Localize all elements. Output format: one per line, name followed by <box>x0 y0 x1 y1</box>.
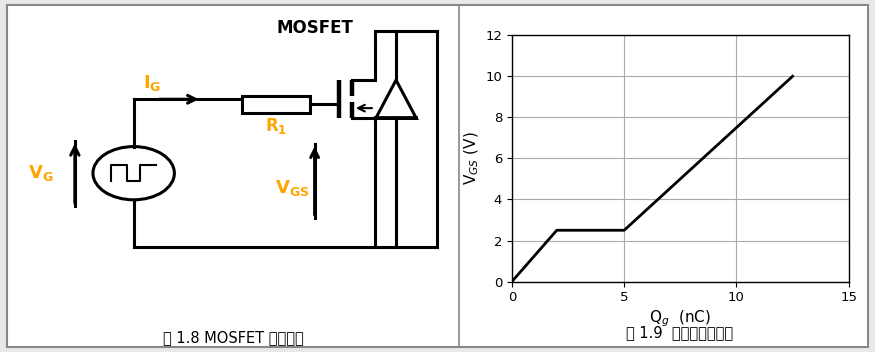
Bar <box>242 96 310 113</box>
Text: $\mathbf{V_{GS}}$: $\mathbf{V_{GS}}$ <box>275 178 309 198</box>
FancyBboxPatch shape <box>7 5 868 347</box>
X-axis label: Q$_g$  (nC): Q$_g$ (nC) <box>649 308 711 329</box>
Text: $\mathbf{R_1}$: $\mathbf{R_1}$ <box>265 116 287 136</box>
Y-axis label: V$_{GS}$ (V): V$_{GS}$ (V) <box>463 131 481 186</box>
Text: $\mathbf{V_G}$: $\mathbf{V_G}$ <box>28 163 53 183</box>
Text: 图 1.9  栊极电荷的特性: 图 1.9 栊极电荷的特性 <box>626 325 733 340</box>
Text: MOSFET: MOSFET <box>276 19 353 37</box>
Text: $\mathbf{I_G}$: $\mathbf{I_G}$ <box>143 73 161 93</box>
Text: 图 1.8 MOSFET 驱动电路: 图 1.8 MOSFET 驱动电路 <box>163 330 304 345</box>
